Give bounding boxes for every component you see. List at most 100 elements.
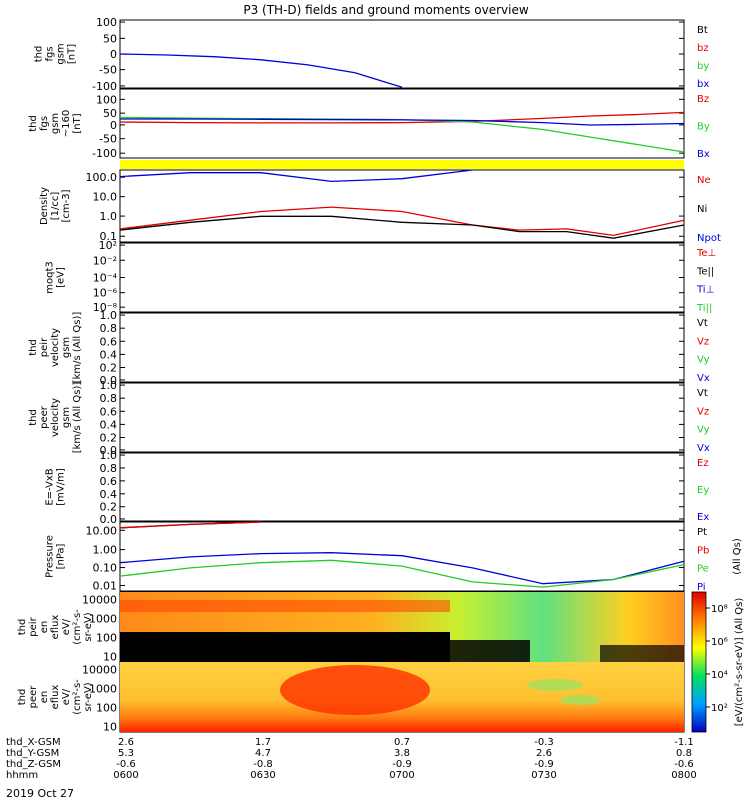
panel-frame-density xyxy=(119,169,685,243)
panel-frame-pressure xyxy=(119,521,685,592)
panel-frame-peer xyxy=(119,382,685,453)
ylabel-line: [eV] xyxy=(56,267,67,288)
time-axis-value: 5.3 xyxy=(118,748,134,759)
pressure-right-label: (All Qs) xyxy=(732,538,743,575)
time-axis-value: -0.3 xyxy=(534,737,554,748)
peer-spectrogram-hotspot xyxy=(280,665,430,715)
tick-label: 10⁻⁴ xyxy=(93,272,118,285)
tick-label: 0.4 xyxy=(100,488,118,501)
tick-label: -50 xyxy=(99,133,117,146)
ylabel-line: sr-eV) xyxy=(83,612,94,641)
tick-label: 100 xyxy=(96,702,117,715)
tick-label: 0.10 xyxy=(93,562,118,575)
ylabel-line: ~160 xyxy=(61,110,72,137)
ylabel-line: gsm xyxy=(56,43,67,64)
panel-pressure: 10.00 1.00 0.10 0.01 Pressure [nPa] Pt Pb Pe Pi (A… xyxy=(45,521,743,593)
tick-label: 1000 xyxy=(89,683,117,696)
colorbar-tick-label: 10² xyxy=(711,703,728,714)
tick-label: 10 xyxy=(103,650,117,663)
legend-bx: bx xyxy=(697,79,709,90)
tick-label: 0.0 xyxy=(100,444,118,457)
tick-label: 0.2 xyxy=(100,501,118,514)
ylabel-line: [mV/m] xyxy=(56,468,67,506)
spectrogram-art xyxy=(120,160,707,733)
ylabel-line: [nPa] xyxy=(56,543,67,569)
tick-label: 10.00 xyxy=(86,524,118,537)
tick-label: 50 xyxy=(103,107,117,120)
ylabel-line: thd xyxy=(28,339,39,356)
tick-label: 0.8 xyxy=(100,322,118,335)
legend-Ez: Ez xyxy=(697,458,709,469)
tick-label: 0.8 xyxy=(100,462,118,475)
legend-Ti||: Ti|| xyxy=(696,303,712,314)
peir-spectrogram-redband xyxy=(120,600,450,612)
peer-spectrogram-greenspot xyxy=(527,679,583,691)
legend-Pb: Pb xyxy=(697,545,709,556)
time-axis-row-label: hhmm xyxy=(6,770,38,781)
time-axis-value: -1.1 xyxy=(674,737,694,748)
time-axis-value: 0800 xyxy=(671,770,696,781)
time-axis: thd_X-GSM 2.6 1.7 0.7 -0.3 -1.1 thd_Y-GSM 5.3 4.… xyxy=(6,737,697,781)
time-axis-value: 3.8 xyxy=(394,748,410,759)
tick-label: 1.00 xyxy=(93,544,118,557)
date-label: 2019 Oct 27 xyxy=(6,787,74,800)
ylabel-line: gsm xyxy=(61,337,72,358)
ylabel-line: [cm-3] xyxy=(61,189,72,222)
tick-label: 100 xyxy=(96,632,117,645)
ylabel-line: [1/cc] xyxy=(50,192,61,221)
colorbar-tick-label: 10⁸ xyxy=(711,604,728,615)
legend-Ex: Ex xyxy=(697,512,709,523)
ylabel-line: thd xyxy=(17,689,28,706)
ylabel-line: eflux xyxy=(50,615,61,640)
ylabel-line: en xyxy=(39,691,50,704)
series-fgs2-Bx xyxy=(120,118,685,126)
ylabel-line: velocity xyxy=(50,328,61,367)
panel-temp: 10² 10⁻² 10⁻⁴ 10⁻⁶10⁻⁸ moqt3 [eV] Te⊥ Te|| Ti⊥ Ti… xyxy=(45,239,717,314)
series-pressure-Pe xyxy=(119,559,685,588)
time-axis-value: 0700 xyxy=(389,770,414,781)
chart-marks xyxy=(119,53,685,588)
tick-label: 0.6 xyxy=(100,335,118,348)
tick-label: 1.0 xyxy=(100,210,118,223)
legend-by: by xyxy=(697,61,709,72)
ylabel-line: sr-eV) xyxy=(83,682,94,711)
ylabel-line: eV/ xyxy=(61,618,72,635)
time-axis-value: -0.6 xyxy=(674,759,694,770)
time-axis-value: -0.8 xyxy=(253,759,273,770)
tick-label: 10000 xyxy=(82,664,117,677)
ylabel-line: thd xyxy=(28,409,39,426)
time-axis-value: 2.6 xyxy=(536,748,552,759)
legend-Npot: Npot xyxy=(697,233,721,244)
ylabel-line: (cm²-s- xyxy=(72,679,83,715)
tick-label: 0.01 xyxy=(93,579,118,592)
ylabel-line: peer xyxy=(28,685,39,709)
tick-label: 10⁻² xyxy=(93,254,117,267)
tick-label: 100 xyxy=(96,93,117,106)
tick-label: 10⁻⁸ xyxy=(93,301,118,314)
colorbar-tick-label: 10⁶ xyxy=(711,637,728,648)
legend-Te||: Te|| xyxy=(696,266,714,277)
tick-label: 0.1 xyxy=(100,230,118,243)
tick-label: 0.0 xyxy=(100,513,118,526)
legend-Pt: Pt xyxy=(697,527,707,538)
panel-frame-peir xyxy=(119,312,685,383)
tick-label: 0.6 xyxy=(100,405,118,418)
panel-frame-fgs2 xyxy=(119,88,685,159)
panel-frame-efield xyxy=(119,452,685,522)
legend-Vt: Vt xyxy=(697,318,708,329)
colorbar xyxy=(691,591,707,733)
time-axis-value: 0630 xyxy=(250,770,275,781)
tick-label: 10⁻⁶ xyxy=(93,287,118,300)
peir-spectrogram-lowband xyxy=(120,632,450,662)
time-axis-value: 0600 xyxy=(113,770,138,781)
panel-fgs: 100 50 0 -50 -100 thd fgs gsm [nT] Bt bz by bx xyxy=(34,16,710,93)
ylabel-line: E=-VxB xyxy=(45,468,56,505)
series-density-Npot xyxy=(119,169,473,183)
ylabel-line: eflux xyxy=(50,685,61,710)
legend-Bx: Bx xyxy=(697,149,710,160)
series-pressure-Pi xyxy=(119,552,685,585)
ylabel-line: gsm xyxy=(61,407,72,428)
time-axis-value: 2.6 xyxy=(118,737,134,748)
time-axis-row-label: thd_Z-GSM xyxy=(6,759,61,770)
time-axis-value: -0.6 xyxy=(116,759,136,770)
